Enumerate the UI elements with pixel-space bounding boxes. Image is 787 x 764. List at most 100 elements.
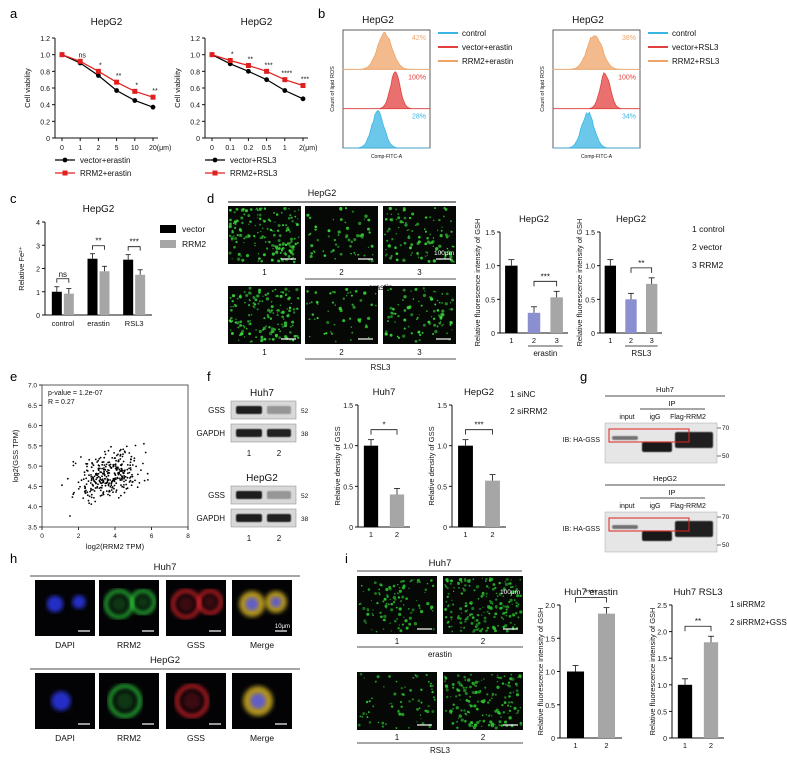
cell-dot [284, 251, 286, 253]
cell-dot [504, 582, 509, 587]
x-axis-label: log2(RRM2 TPM) [86, 542, 145, 551]
cell-dot [278, 234, 282, 237]
cell-dot [471, 606, 475, 611]
cell-dot [258, 288, 262, 292]
scatter-point [95, 478, 98, 481]
cell-dot [491, 587, 495, 591]
cell-dot [240, 208, 245, 212]
cell-dot [417, 604, 421, 607]
cell-dot [366, 607, 370, 611]
scatter-point [96, 487, 98, 489]
cell-dot [286, 227, 290, 231]
bar [505, 265, 518, 333]
cell-dot [289, 325, 292, 328]
cell-dot [363, 254, 366, 257]
cell-dot [422, 323, 426, 327]
cell-dot [233, 235, 235, 237]
cell-dot [415, 599, 418, 602]
cell-dot [281, 325, 285, 328]
scatter-point [113, 487, 115, 490]
cell-dot [296, 241, 299, 245]
scatter-point [114, 467, 117, 470]
y-tick-label: 2 [36, 267, 40, 274]
cell-dot [228, 234, 232, 237]
y-axis-label: Cell viability [23, 68, 32, 108]
cell-dot [284, 335, 288, 339]
scatter-point [128, 481, 131, 483]
cell-dot [488, 587, 490, 589]
scatter-point [98, 465, 101, 467]
cell-dot [411, 212, 415, 216]
bar-vector [87, 258, 98, 315]
scatter-point [129, 461, 132, 464]
cell-dot [443, 206, 446, 210]
cell-dot [431, 690, 434, 694]
cell-dot [402, 221, 405, 224]
cell-dot [238, 253, 241, 255]
legend-marker [62, 170, 68, 176]
cell-dot [256, 308, 259, 311]
cell-dot [243, 336, 246, 338]
scatter-point [121, 485, 124, 488]
cell-dot [515, 689, 519, 693]
cell-dot [513, 706, 517, 710]
cell-dot [417, 300, 420, 303]
scatter-point [122, 453, 124, 455]
scatter-point [92, 485, 95, 487]
cell-dot [259, 223, 262, 226]
cell-dot [265, 247, 269, 250]
cell-dot [264, 293, 267, 297]
y-tick-label: 1.5 [545, 636, 555, 643]
scatter-point [105, 475, 108, 478]
cell-dot [234, 223, 237, 226]
cell-dot [416, 581, 419, 584]
cell-dot [449, 220, 453, 223]
scatter-point [94, 481, 97, 484]
cell-dot [440, 312, 444, 317]
cell-dot [294, 215, 297, 218]
cell-dot [402, 334, 406, 338]
cell-dot [239, 234, 242, 236]
histogram-ylabel: Count of lipid ROS [540, 66, 546, 112]
cell-dot [325, 332, 328, 335]
significance-bracket [575, 597, 607, 603]
cell-dot [483, 619, 487, 623]
scatter-point [72, 493, 75, 496]
cell-dot [378, 592, 380, 594]
scatter-point [69, 515, 71, 517]
cell-dot [433, 219, 435, 222]
cell-dot [231, 299, 234, 303]
cell-dot [291, 252, 295, 256]
cell-dot [403, 295, 407, 299]
cell-dot [384, 604, 388, 608]
data-point [150, 94, 156, 100]
cell-dot [511, 626, 515, 629]
cell-dot [283, 323, 288, 328]
cell-dot [481, 714, 484, 717]
cell-outline [197, 589, 223, 615]
bar-RRM2 [63, 293, 74, 315]
cell-dot [503, 701, 507, 704]
scatter-point [102, 468, 105, 471]
cell-dot [416, 578, 421, 583]
cell-dot [295, 223, 299, 227]
cell-dot [503, 587, 506, 590]
cell-dot [344, 221, 347, 224]
cell-dot [239, 320, 243, 324]
cell-dot [360, 235, 364, 239]
cell-dot [276, 314, 279, 317]
cell-dot [254, 245, 256, 247]
cell-dot [269, 219, 272, 223]
cell-dot [516, 605, 519, 608]
scatter-point [83, 471, 86, 474]
cell-dot [516, 626, 518, 629]
legend-label: 2 siRRM2+GSS [730, 618, 787, 627]
scatter-point [85, 463, 88, 465]
scatter-point [101, 467, 103, 470]
scatter-point [80, 479, 83, 482]
cell-dot [291, 320, 295, 324]
scatter-point [134, 479, 136, 482]
scatter-point [147, 479, 149, 481]
cell-dot [354, 289, 358, 293]
